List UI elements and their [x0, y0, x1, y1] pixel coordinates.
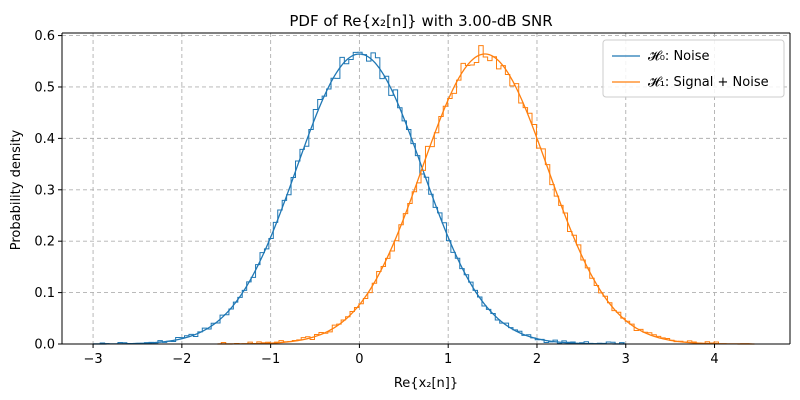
histogram-series-0: [95, 51, 625, 345]
x-axis-label: Re{x₂[n]}: [394, 376, 458, 391]
y-tick-label-5: 0.5: [34, 80, 55, 95]
ticks: −3 −2 −1 0 1 2 3 4 0.0 0.1 0.2 0.3 0.4 0.5 0.6: [34, 29, 718, 367]
legend-label-signal-noise: 𝓗₁: Signal + Noise: [648, 75, 769, 90]
y-axis-label: Probability density: [9, 129, 24, 250]
y-tick-label-0: 0.0: [34, 338, 55, 353]
histogram-series-1: [220, 45, 750, 345]
x-tick-label-0: −3: [83, 352, 102, 367]
x-tick-label-5: 2: [533, 352, 541, 367]
y-tick-label-3: 0.3: [34, 183, 55, 198]
x-tick-label-1: −2: [172, 352, 191, 367]
y-tick-label-1: 0.1: [34, 286, 55, 301]
pdf-curve-series-1: [217, 53, 755, 345]
x-tick-label-2: −1: [261, 352, 280, 367]
y-tick-label-6: 0.6: [34, 29, 55, 44]
legend-label-noise: 𝓗₀: Noise: [648, 49, 710, 64]
y-tick-label-2: 0.2: [34, 235, 55, 250]
x-tick-label-6: 3: [622, 352, 630, 367]
series-layer: [93, 45, 755, 345]
legend-box: [602, 39, 785, 98]
y-tick-label-4: 0.4: [34, 132, 55, 147]
chart-title: PDF of Re{x₂[n]} with 3.00-dB SNR: [289, 12, 552, 30]
pdf-curve-series-0: [93, 53, 626, 345]
legend: 𝓗₀: Noise 𝓗₁: Signal + Noise: [602, 39, 785, 98]
x-tick-label-3: 0: [355, 352, 363, 367]
x-tick-label-4: 1: [444, 352, 452, 367]
x-tick-label-7: 4: [710, 352, 718, 367]
